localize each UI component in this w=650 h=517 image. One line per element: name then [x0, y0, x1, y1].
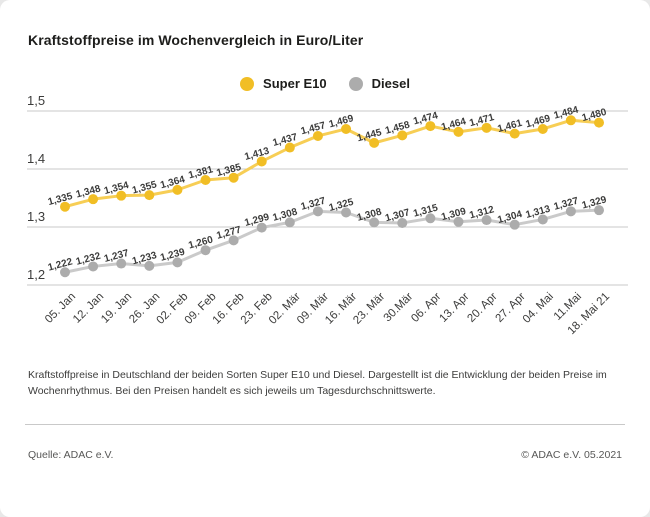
x-tick-label: 30.Mär — [382, 291, 416, 325]
data-point — [284, 217, 295, 228]
data-point — [397, 130, 408, 141]
data-point — [509, 219, 520, 230]
x-tick-label: 20. Apr — [465, 291, 499, 325]
data-point — [172, 257, 183, 268]
data-point — [453, 126, 464, 137]
legend-item-super-e10: Super E10 — [240, 76, 327, 91]
data-point — [116, 258, 127, 269]
data-point — [594, 117, 604, 128]
page-title: Kraftstoffpreise im Wochenvergleich in E… — [28, 32, 364, 48]
data-point — [537, 123, 548, 134]
chart-description: Kraftstoffpreise in Deutschland der beid… — [28, 369, 607, 397]
data-point — [144, 190, 155, 201]
y-tick-label: 1,3 — [27, 209, 45, 224]
data-point — [509, 128, 520, 139]
data-point — [312, 130, 323, 141]
data-point — [228, 235, 239, 246]
data-point — [341, 123, 352, 134]
x-tick-label: 19. Jan — [99, 291, 134, 326]
data-point — [88, 194, 99, 205]
data-point — [228, 172, 239, 183]
data-point — [200, 175, 211, 186]
footer: Quelle: ADAC e.V. © ADAC e.V. 05.2021 — [28, 449, 622, 461]
source-label: Quelle: ADAC e.V. — [28, 449, 114, 461]
data-point — [60, 267, 70, 278]
data-point — [481, 122, 492, 133]
y-tick-label: 1,4 — [27, 151, 45, 166]
y-tick-label: 1,2 — [27, 267, 45, 282]
data-point — [397, 217, 408, 228]
y-tick-label: 1,5 — [27, 93, 45, 108]
data-point — [369, 217, 380, 228]
data-point — [88, 261, 99, 272]
data-point — [565, 115, 576, 126]
legend-label-super-e10: Super E10 — [263, 76, 327, 91]
data-point — [537, 214, 548, 225]
footer-divider — [25, 424, 625, 425]
data-point — [256, 156, 267, 167]
data-point — [312, 206, 323, 217]
x-tick-label: 23. Mär — [351, 291, 387, 327]
data-point — [565, 206, 576, 217]
x-tick-label: 06. Apr — [409, 291, 443, 325]
data-point — [200, 245, 211, 256]
data-point — [453, 216, 464, 227]
super-e10-dot-icon — [240, 76, 255, 91]
x-tick-label: 13. Apr — [437, 291, 471, 325]
data-point — [144, 260, 155, 271]
copyright-label: © ADAC e.V. 05.2021 — [521, 449, 622, 461]
chart-legend: Super E10 Diesel — [0, 76, 650, 91]
data-point — [172, 184, 183, 195]
x-tick-label: 12. Jan — [71, 291, 106, 326]
x-tick-label: 05. Jan — [43, 291, 78, 326]
data-point — [594, 205, 604, 216]
data-point — [60, 201, 70, 212]
data-point — [284, 142, 295, 153]
data-point — [425, 213, 436, 224]
data-point — [116, 190, 127, 201]
data-point — [425, 121, 436, 132]
legend-label-diesel: Diesel — [371, 76, 410, 91]
diesel-dot-icon — [348, 76, 363, 91]
legend-item-diesel: Diesel — [348, 76, 410, 91]
data-point — [341, 207, 352, 218]
data-point — [481, 215, 492, 226]
data-point — [256, 222, 267, 233]
data-point — [369, 137, 380, 148]
x-tick-label: 04. Mai — [521, 291, 556, 326]
